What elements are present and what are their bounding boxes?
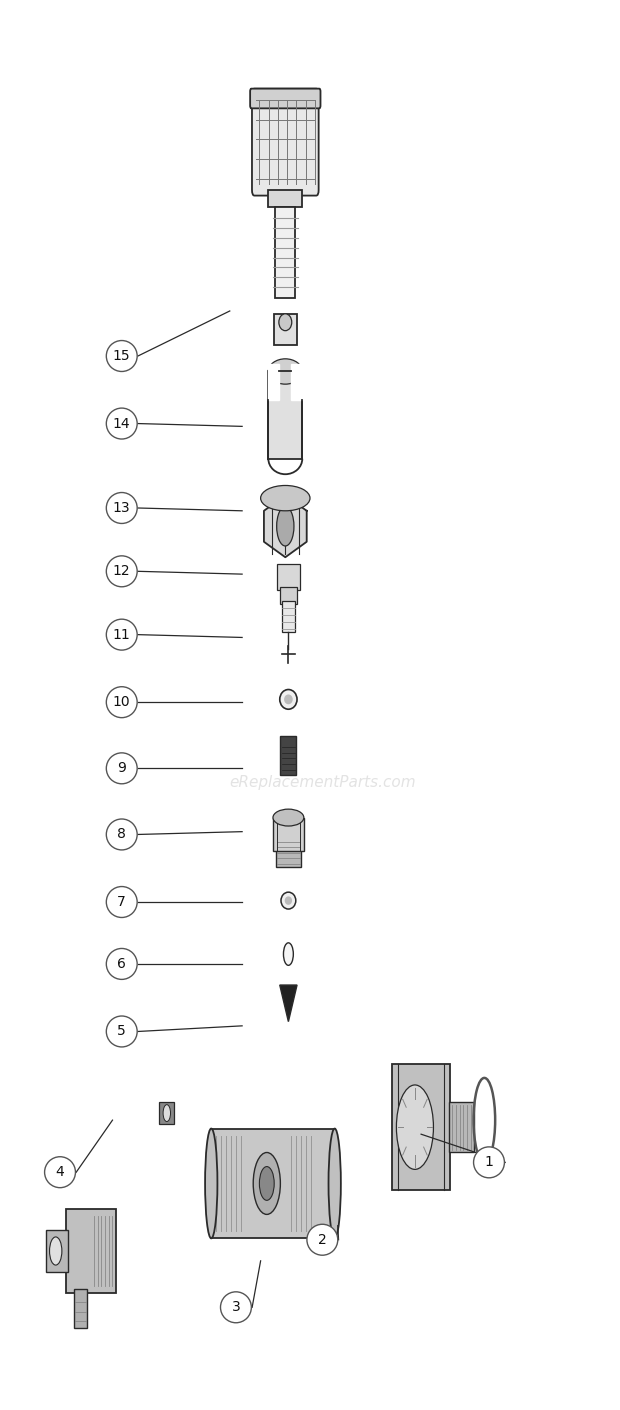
Text: 11: 11 — [113, 627, 131, 642]
Ellipse shape — [307, 1224, 338, 1255]
Ellipse shape — [106, 407, 137, 439]
Ellipse shape — [106, 619, 137, 650]
FancyBboxPatch shape — [280, 587, 297, 603]
Circle shape — [259, 1166, 274, 1200]
Ellipse shape — [268, 358, 303, 384]
Ellipse shape — [106, 1017, 137, 1048]
FancyBboxPatch shape — [282, 601, 294, 632]
FancyBboxPatch shape — [159, 1101, 174, 1124]
Circle shape — [163, 1104, 170, 1121]
FancyBboxPatch shape — [74, 1289, 87, 1328]
Ellipse shape — [106, 949, 137, 980]
FancyBboxPatch shape — [276, 836, 301, 867]
Text: 2: 2 — [318, 1232, 327, 1246]
FancyBboxPatch shape — [46, 1230, 68, 1272]
Circle shape — [283, 943, 293, 966]
Text: 13: 13 — [113, 501, 131, 515]
FancyBboxPatch shape — [280, 736, 296, 776]
Circle shape — [253, 1152, 280, 1214]
Text: 1: 1 — [485, 1155, 494, 1169]
Ellipse shape — [474, 1146, 505, 1177]
Ellipse shape — [106, 341, 137, 371]
Ellipse shape — [106, 887, 137, 918]
Ellipse shape — [273, 809, 304, 826]
Ellipse shape — [45, 1156, 76, 1187]
Polygon shape — [268, 364, 280, 399]
Text: 3: 3 — [231, 1300, 241, 1314]
Text: eReplacementParts.com: eReplacementParts.com — [229, 776, 415, 790]
FancyBboxPatch shape — [277, 564, 299, 589]
Ellipse shape — [260, 485, 310, 510]
FancyBboxPatch shape — [66, 1208, 115, 1293]
Ellipse shape — [205, 1128, 218, 1238]
Polygon shape — [280, 986, 297, 1022]
Ellipse shape — [106, 819, 137, 850]
Text: 6: 6 — [117, 957, 126, 971]
FancyBboxPatch shape — [250, 89, 321, 109]
Ellipse shape — [106, 556, 137, 587]
FancyBboxPatch shape — [273, 314, 297, 345]
FancyBboxPatch shape — [268, 371, 303, 458]
FancyBboxPatch shape — [392, 1063, 450, 1190]
Circle shape — [396, 1084, 433, 1169]
Ellipse shape — [279, 314, 292, 331]
Text: 8: 8 — [117, 828, 126, 842]
Text: 14: 14 — [113, 416, 131, 430]
Ellipse shape — [285, 897, 292, 905]
Circle shape — [277, 506, 294, 546]
FancyBboxPatch shape — [449, 1101, 474, 1152]
Ellipse shape — [280, 689, 297, 709]
Text: 4: 4 — [56, 1165, 64, 1179]
Ellipse shape — [106, 687, 137, 718]
FancyBboxPatch shape — [252, 89, 319, 196]
Text: 15: 15 — [113, 350, 131, 362]
Ellipse shape — [221, 1292, 251, 1323]
FancyBboxPatch shape — [275, 207, 296, 299]
Text: 5: 5 — [117, 1025, 126, 1039]
FancyBboxPatch shape — [273, 818, 304, 852]
Text: 10: 10 — [113, 695, 131, 709]
Ellipse shape — [281, 893, 296, 909]
Ellipse shape — [284, 695, 293, 705]
Circle shape — [50, 1237, 62, 1265]
Text: 9: 9 — [117, 761, 126, 776]
FancyBboxPatch shape — [211, 1128, 335, 1238]
Text: 12: 12 — [113, 564, 131, 578]
FancyBboxPatch shape — [268, 190, 303, 207]
Polygon shape — [264, 495, 307, 557]
Text: 7: 7 — [117, 895, 126, 909]
Ellipse shape — [106, 492, 137, 523]
Ellipse shape — [106, 753, 137, 784]
Polygon shape — [291, 364, 303, 399]
Ellipse shape — [329, 1128, 341, 1238]
